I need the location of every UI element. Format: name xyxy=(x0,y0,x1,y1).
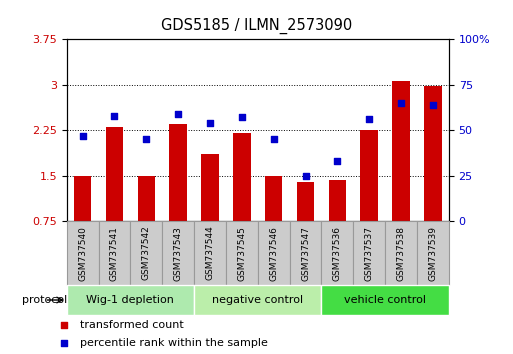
Text: GSM737547: GSM737547 xyxy=(301,225,310,281)
Text: GSM737538: GSM737538 xyxy=(397,225,406,281)
Bar xyxy=(361,130,378,221)
Bar xyxy=(392,81,410,221)
Point xyxy=(270,136,278,142)
Text: GSM737545: GSM737545 xyxy=(238,225,246,281)
Text: transformed count: transformed count xyxy=(80,320,184,330)
Point xyxy=(60,340,68,346)
Bar xyxy=(290,221,322,285)
Bar xyxy=(322,285,449,315)
Bar xyxy=(233,133,251,221)
Text: percentile rank within the sample: percentile rank within the sample xyxy=(80,338,268,348)
Bar xyxy=(162,221,194,285)
Bar xyxy=(265,176,283,221)
Text: vehicle control: vehicle control xyxy=(344,295,426,305)
Text: GSM737536: GSM737536 xyxy=(333,225,342,281)
Bar xyxy=(98,221,130,285)
Point xyxy=(174,111,182,116)
Text: GSM737539: GSM737539 xyxy=(428,225,438,281)
Text: GSM737546: GSM737546 xyxy=(269,225,278,281)
Point xyxy=(206,120,214,126)
Bar xyxy=(329,180,346,221)
Bar xyxy=(417,221,449,285)
Point xyxy=(365,116,373,122)
Point xyxy=(78,133,87,138)
Bar xyxy=(258,221,290,285)
Point xyxy=(110,113,119,118)
Text: GSM737543: GSM737543 xyxy=(174,225,183,281)
Text: Wig-1 depletion: Wig-1 depletion xyxy=(87,295,174,305)
Bar xyxy=(194,285,322,315)
Bar xyxy=(226,221,258,285)
Text: negative control: negative control xyxy=(212,295,303,305)
Point xyxy=(397,100,405,105)
Text: GSM737541: GSM737541 xyxy=(110,225,119,281)
Text: GSM737544: GSM737544 xyxy=(206,226,214,280)
Bar xyxy=(194,221,226,285)
Bar xyxy=(169,124,187,221)
Point xyxy=(142,136,150,142)
Bar xyxy=(67,221,98,285)
Bar xyxy=(385,221,417,285)
Bar xyxy=(106,127,123,221)
Text: GSM737537: GSM737537 xyxy=(365,225,374,281)
Bar xyxy=(353,221,385,285)
Bar xyxy=(424,86,442,221)
Point xyxy=(60,322,68,328)
Bar xyxy=(297,182,314,221)
Text: protocol: protocol xyxy=(22,295,67,305)
Text: GSM737542: GSM737542 xyxy=(142,226,151,280)
Bar xyxy=(137,176,155,221)
Point xyxy=(333,158,342,164)
Bar xyxy=(74,176,91,221)
Bar xyxy=(67,285,194,315)
Text: GDS5185 / ILMN_2573090: GDS5185 / ILMN_2573090 xyxy=(161,18,352,34)
Bar xyxy=(130,221,162,285)
Point xyxy=(302,173,310,178)
Point xyxy=(238,114,246,120)
Bar xyxy=(201,154,219,221)
Text: GSM737540: GSM737540 xyxy=(78,225,87,281)
Point xyxy=(429,102,437,107)
Bar xyxy=(322,221,353,285)
